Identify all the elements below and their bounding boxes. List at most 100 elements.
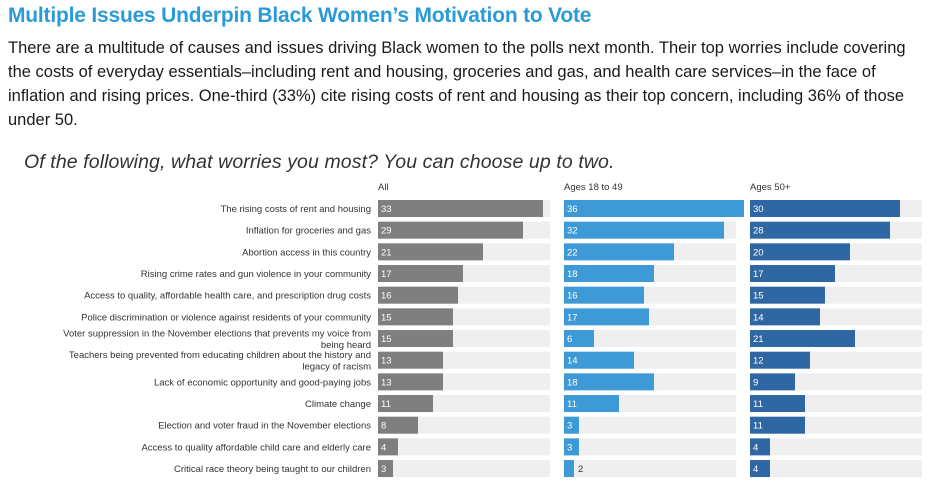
data-label: 11 — [381, 399, 391, 410]
bar — [750, 243, 850, 261]
survey-question: Of the following, what worries you most?… — [24, 151, 615, 173]
category-label: Abortion access in this country — [242, 247, 371, 258]
bar-chart: All Ages 18 to 49 Ages 50+ The rising costs… — [63, 182, 922, 478]
data-label: 18 — [567, 269, 578, 280]
bar — [564, 221, 724, 239]
data-label: 17 — [567, 312, 578, 323]
category-label: Election and voter fraud in the November… — [158, 421, 371, 432]
bar — [378, 243, 483, 261]
data-label: 2 — [578, 464, 583, 475]
row-background — [564, 460, 736, 478]
bar — [564, 308, 649, 326]
data-label: 4 — [753, 442, 758, 453]
bar — [378, 265, 463, 283]
bar — [750, 330, 855, 348]
bar — [564, 265, 654, 283]
data-label: 11 — [753, 421, 763, 432]
bar — [378, 308, 453, 326]
data-label: 12 — [753, 356, 764, 367]
bar — [750, 351, 810, 369]
page-title: Multiple Issues Underpin Black Women’s M… — [8, 4, 592, 27]
data-label: 17 — [381, 269, 392, 280]
data-label: 14 — [567, 356, 578, 367]
bar — [378, 438, 398, 456]
bar — [750, 373, 795, 391]
data-label: 4 — [753, 464, 758, 475]
data-label: 16 — [381, 291, 392, 302]
data-label: 17 — [753, 269, 764, 280]
bar — [564, 351, 634, 369]
category-label: Voter suppression in the November electi… — [63, 328, 371, 339]
data-label: 14 — [753, 312, 764, 323]
description-text: There are a multitude of causes and issu… — [8, 39, 906, 129]
data-label: 20 — [753, 247, 764, 258]
category-label: Teachers being prevented from educating … — [69, 350, 371, 361]
data-label: 32 — [567, 226, 578, 237]
series-header: Ages 18 to 49 — [564, 182, 623, 193]
category-label: Police discrimination or violence agains… — [81, 312, 371, 323]
bar — [378, 221, 523, 239]
data-label: 13 — [381, 377, 392, 388]
bar — [750, 286, 825, 304]
bar — [378, 200, 543, 217]
series-header: All — [378, 182, 389, 193]
data-label: 4 — [381, 442, 386, 453]
bar — [564, 460, 574, 478]
category-label: Inflation for groceries and gas — [246, 226, 371, 237]
data-label: 16 — [567, 291, 578, 302]
bar — [378, 373, 443, 391]
bar — [378, 395, 433, 413]
bar — [378, 416, 418, 434]
bar — [378, 351, 443, 369]
row-background — [750, 438, 922, 456]
row-background — [564, 438, 736, 456]
category-label: The rising costs of rent and housing — [220, 204, 371, 215]
bar — [378, 330, 453, 348]
category-label: Lack of economic opportunity and good-pa… — [154, 377, 371, 388]
bar — [750, 460, 770, 478]
series-header: Ages 50+ — [750, 182, 791, 193]
category-label: Climate change — [305, 399, 371, 410]
data-label: 15 — [381, 334, 392, 345]
data-label: 3 — [567, 442, 572, 453]
data-label: 3 — [381, 464, 386, 475]
data-label: 11 — [753, 399, 763, 410]
data-label: 30 — [753, 204, 764, 215]
category-label: Critical race theory being taught to our… — [174, 464, 371, 475]
row-background — [378, 416, 550, 434]
data-label: 21 — [381, 247, 392, 258]
data-label: 9 — [753, 377, 758, 388]
bar — [750, 416, 805, 434]
row-background — [750, 460, 922, 478]
row-background — [564, 416, 736, 434]
bar — [564, 330, 594, 348]
bar — [564, 200, 744, 217]
data-label: 13 — [381, 356, 392, 367]
bar — [378, 286, 458, 304]
data-label: 3 — [567, 421, 572, 432]
category-label: Access to quality affordable child care … — [141, 442, 371, 453]
data-label: 36 — [567, 204, 578, 215]
data-label: 28 — [753, 226, 764, 237]
data-label: 15 — [753, 291, 764, 302]
category-label: legacy of racism — [302, 361, 371, 372]
bar — [750, 265, 835, 283]
row-background — [378, 438, 550, 456]
bar — [564, 416, 579, 434]
bar — [750, 200, 900, 217]
data-label: 29 — [381, 226, 392, 237]
bar — [750, 438, 770, 456]
bar — [564, 243, 674, 261]
bar — [750, 395, 805, 413]
category-label: being heard — [321, 340, 371, 351]
bar — [564, 438, 579, 456]
data-label: 11 — [567, 399, 577, 410]
data-label: 22 — [567, 247, 578, 258]
category-label: Access to quality, affordable health car… — [84, 291, 371, 302]
row-background — [564, 330, 736, 348]
bar — [378, 460, 393, 478]
bar — [750, 221, 890, 239]
bar — [564, 395, 619, 413]
row-background — [378, 460, 550, 478]
category-label: Rising crime rates and gun violence in y… — [141, 269, 371, 280]
